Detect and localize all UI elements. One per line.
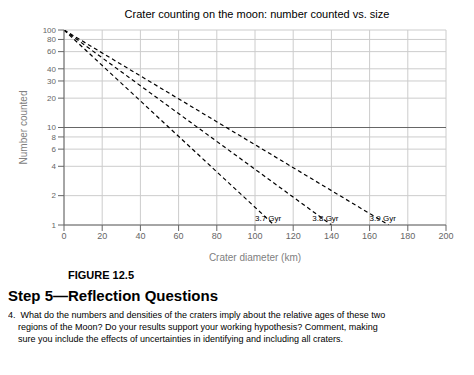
svg-text:20: 20 xyxy=(47,94,56,103)
svg-text:100: 100 xyxy=(247,231,262,241)
svg-text:0: 0 xyxy=(61,231,66,241)
svg-text:40: 40 xyxy=(47,65,56,74)
svg-text:3.9 Gyr: 3.9 Gyr xyxy=(370,214,397,223)
html-text:Crater counting on the moon: n: Crater counting on the moon: number coun… xyxy=(124,8,390,20)
html-text:4. What do the numbers and den: 4. What do the numbers and densities of … xyxy=(8,310,386,344)
svg-text:10: 10 xyxy=(47,123,56,132)
html-text:FIGURE 12.5: FIGURE 12.5 xyxy=(68,269,134,281)
svg-text:20: 20 xyxy=(97,231,107,241)
svg-text:100: 100 xyxy=(43,26,57,35)
svg-text:160: 160 xyxy=(362,231,377,241)
svg-text:140: 140 xyxy=(324,231,339,241)
svg-text:30: 30 xyxy=(47,77,56,86)
svg-text:80: 80 xyxy=(47,35,56,44)
html-text:Step 5—Reflection Questions: Step 5—Reflection Questions xyxy=(8,287,218,304)
svg-text:80: 80 xyxy=(212,231,222,241)
svg-text:40: 40 xyxy=(135,231,145,241)
svg-text:60: 60 xyxy=(47,47,56,56)
svg-text:6: 6 xyxy=(52,145,57,154)
svg-text:2: 2 xyxy=(52,191,57,200)
svg-text:8: 8 xyxy=(52,133,57,142)
svg-text:1: 1 xyxy=(52,221,57,230)
svg-text:4: 4 xyxy=(52,162,57,171)
svg-text:180: 180 xyxy=(400,231,415,241)
svg-text:Crater diameter (km): Crater diameter (km) xyxy=(209,252,301,263)
svg-text:Number counted: Number counted xyxy=(18,91,29,165)
svg-text:3.8 Gyr: 3.8 Gyr xyxy=(312,214,339,223)
svg-text:60: 60 xyxy=(174,231,184,241)
svg-text:3.7 Gyr: 3.7 Gyr xyxy=(255,214,282,223)
svg-text:120: 120 xyxy=(286,231,301,241)
svg-text:200: 200 xyxy=(438,231,453,241)
